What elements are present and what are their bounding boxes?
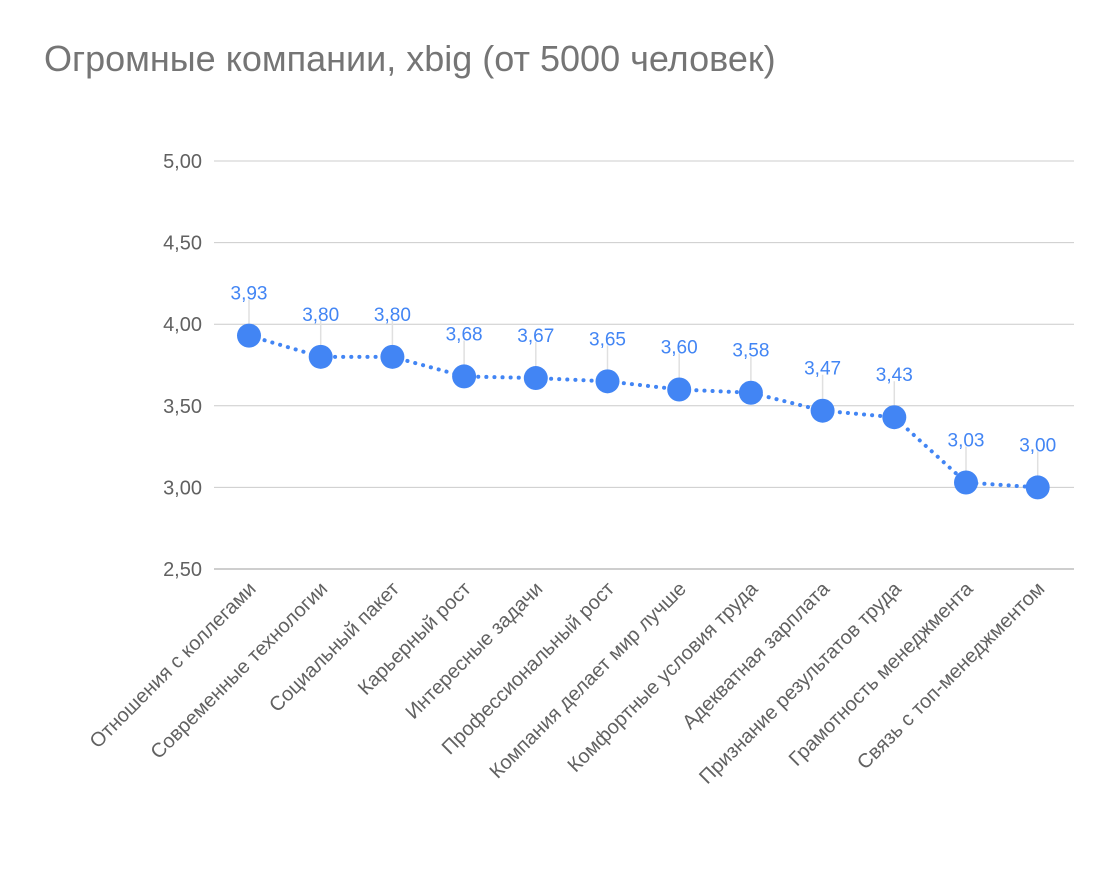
data-label: 3,65 (589, 329, 626, 350)
data-label: 3,47 (804, 359, 841, 380)
data-label: 3,43 (876, 365, 913, 386)
series-points (237, 323, 1050, 500)
data-point (954, 470, 978, 495)
data-point (667, 377, 692, 402)
data-point (380, 344, 405, 369)
x-category-label: Интересные задачи (402, 578, 548, 724)
y-tick-label: 3,00 (163, 477, 202, 499)
y-tick-label: 4,00 (163, 314, 202, 336)
series-line (247, 333, 1040, 490)
data-label: 3,00 (1019, 435, 1056, 456)
data-label: 3,67 (517, 326, 554, 347)
y-tick-label: 2,50 (163, 559, 202, 581)
data-label-leaders (248, 299, 1039, 476)
y-axis-tick-labels: 2,50 3,00 3,50 4,00 4,50 5,00 (163, 151, 202, 581)
data-labels: 3,93 3,80 3,80 3,68 3,67 3,65 3,60 3,58 3,47 3,43… (231, 284, 1057, 457)
data-label: 3,80 (302, 305, 339, 326)
data-label: 3,68 (446, 324, 483, 345)
x-category-label: Социальный пакет (265, 578, 404, 717)
y-tick-label: 4,50 (163, 233, 202, 255)
data-point (1025, 475, 1050, 500)
data-point (308, 344, 333, 369)
data-point (738, 380, 763, 405)
data-point (810, 398, 835, 423)
data-point (523, 366, 548, 391)
x-category-label: Адекватная зарплата (678, 577, 834, 733)
data-label: 3,93 (231, 284, 268, 305)
chart-title: Огромные компании, xbig (от 5000 человек… (44, 38, 776, 79)
y-tick-label: 5,00 (163, 151, 202, 173)
y-tick-label: 3,50 (163, 396, 202, 418)
series-line-path (247, 333, 1040, 490)
data-point (452, 364, 477, 389)
data-label: 3,58 (732, 341, 769, 362)
data-label: 3,60 (661, 337, 698, 358)
grid-lines (214, 160, 1074, 570)
data-point (882, 405, 907, 430)
data-label: 3,80 (374, 305, 411, 326)
data-label: 3,03 (948, 431, 985, 452)
data-point (237, 323, 261, 348)
data-point (595, 369, 620, 394)
